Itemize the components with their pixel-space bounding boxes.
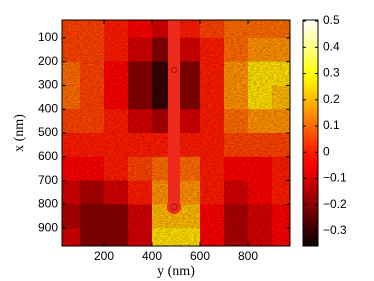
x-tick-label: 200	[94, 249, 114, 263]
colorbar-tick-label: 0.5	[323, 13, 340, 27]
colorbar-tick-label: 0	[323, 144, 330, 158]
y-tick-label: 600	[38, 149, 58, 163]
colorbar	[302, 19, 319, 247]
probe-tip	[167, 200, 181, 214]
y-tick-label: 200	[38, 54, 58, 68]
x-axis-label: y (nm)	[157, 264, 195, 279]
colorbar-tick-label: −0.3	[323, 223, 347, 237]
probe-marker	[171, 67, 177, 73]
colorbar-tick-label: 0.3	[323, 66, 340, 80]
y-tick-label: 800	[38, 197, 58, 211]
x-tick-label: 800	[238, 249, 258, 263]
y-tick-label: 300	[38, 78, 58, 92]
x-tick-label: 600	[190, 249, 210, 263]
y-tick-label: 500	[38, 125, 58, 139]
y-tick-label: 100	[38, 30, 58, 44]
colorbar-tick-label: 0.2	[323, 92, 340, 106]
colorbar-tick-label: −0.2	[323, 197, 347, 211]
probe-marker	[170, 203, 178, 211]
colorbar-tick-label: 0.4	[323, 39, 340, 53]
probe-shaft	[168, 20, 180, 207]
y-axis-label: x (nm)	[12, 114, 27, 152]
x-tick-label: 400	[142, 249, 162, 263]
colorbar-tick-label: 0.1	[323, 118, 340, 132]
y-tick-label: 900	[38, 220, 58, 234]
probe	[167, 20, 181, 214]
colorbar-tick-label: −0.1	[323, 171, 347, 185]
y-tick-label: 400	[38, 101, 58, 115]
y-tick-label: 700	[38, 173, 58, 187]
